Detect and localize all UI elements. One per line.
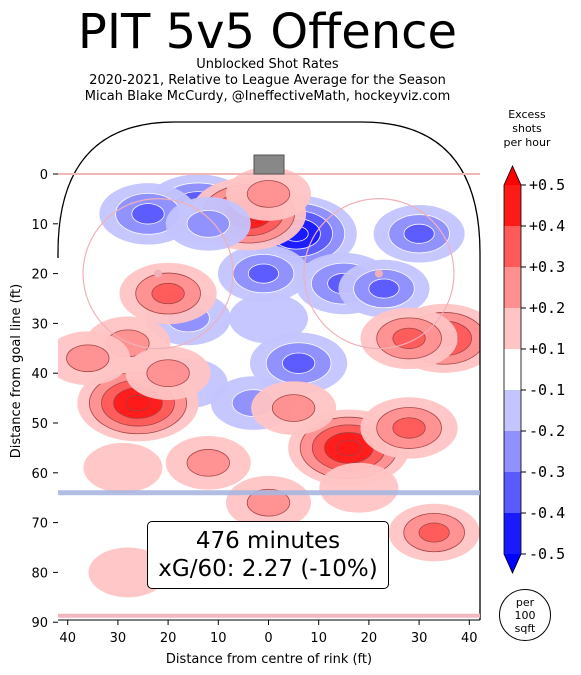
colorbar-segment xyxy=(504,308,521,349)
goal-net xyxy=(253,154,285,175)
chart-title: PIT 5v5 Offence xyxy=(77,4,458,60)
x-tick-label: 30 xyxy=(411,631,428,646)
colorbar-segment xyxy=(504,185,521,226)
blue-line xyxy=(58,490,480,496)
heat-contour xyxy=(83,442,163,493)
chart-subtitle-metric: Unblocked Shot Rates xyxy=(196,57,339,72)
y-tick-label: 40 xyxy=(31,367,48,382)
y-tick-label: 70 xyxy=(31,517,48,532)
unit-badge: per 100 sqft xyxy=(499,589,551,641)
summary-box: 476 minutes xG/60: 2.27 (-10%) xyxy=(147,521,389,589)
colorbar-segment xyxy=(504,226,521,267)
colorbar-tick-label: -0.4 xyxy=(529,504,565,522)
centre-red-line xyxy=(58,613,480,618)
y-tick-label: 60 xyxy=(31,467,48,482)
y-tick-label: 0 xyxy=(40,168,48,183)
heatmap-layer xyxy=(58,167,480,598)
y-tick-label: 10 xyxy=(31,218,48,233)
heat-contour xyxy=(336,439,362,456)
colorbar-title-line: shots xyxy=(512,122,542,135)
heat-contour xyxy=(125,395,151,412)
minutes-label: 476 minutes xyxy=(195,528,341,554)
rink-boards xyxy=(57,121,481,258)
colorbar-tick-label: +0.4 xyxy=(529,217,565,235)
colorbar-tick-label: +0.3 xyxy=(529,258,565,276)
heat-contour xyxy=(319,462,399,513)
colorbar-title: Excess shots per hour xyxy=(495,108,559,150)
y-tick-label: 80 xyxy=(31,566,48,581)
heat-contour xyxy=(66,344,110,373)
y-tick-label: 20 xyxy=(31,268,48,283)
heat-contour xyxy=(418,522,450,543)
heat-contour xyxy=(186,449,230,477)
heat-contour xyxy=(368,278,400,299)
x-tick-label: 10 xyxy=(310,631,327,646)
colorbar-segment xyxy=(504,390,521,431)
faceoff-circle-left xyxy=(82,198,234,350)
chart-subtitle-season: 2020-2021, Relative to League Average fo… xyxy=(89,73,446,88)
xg-label: xG/60: 2.27 (-10%) xyxy=(158,556,378,582)
rink-markings xyxy=(57,121,481,620)
heat-contour xyxy=(131,203,165,225)
colorbar-tick-label: -0.2 xyxy=(529,422,565,440)
x-tick-label: 20 xyxy=(160,631,177,646)
heat-contour xyxy=(151,282,185,305)
colorbar-segment xyxy=(504,349,521,390)
heat-contour xyxy=(271,394,316,422)
heat-contour xyxy=(246,180,291,208)
colorbar-segment xyxy=(504,267,521,308)
colorbar-segment xyxy=(504,431,521,472)
axes: 40 30 20 10 0 10 20 30 40 0 10 20 30 40 50 60 70 80 90 Dist… xyxy=(9,168,480,667)
heat-contour xyxy=(247,263,280,284)
faceoff-circle-right xyxy=(303,198,455,350)
heat-contour xyxy=(392,417,426,439)
heat-contour xyxy=(281,352,316,374)
faceoff-dot-right xyxy=(374,269,383,278)
colorbar-segment xyxy=(504,513,521,554)
y-axis-label: Distance from goal line (ft) xyxy=(9,284,24,458)
colorbar-tick-label: -0.5 xyxy=(529,545,565,563)
x-tick-label: 10 xyxy=(210,631,227,646)
y-tick-label: 30 xyxy=(31,317,48,332)
unit-badge-line: sqft xyxy=(514,621,536,635)
colorbar: +0.5 +0.4 +0.3 +0.2 +0.1 -0.1 -0.2 -0.3 -0.4 -0.5 xyxy=(503,165,565,574)
x-tick-label: 30 xyxy=(110,631,127,646)
faceoff-dot-left xyxy=(154,269,163,278)
heat-contour xyxy=(229,293,308,344)
colorbar-tick-label: -0.1 xyxy=(529,381,565,399)
x-tick-label: 0 xyxy=(264,631,272,646)
x-tick-label: 20 xyxy=(361,631,378,646)
heat-contour xyxy=(246,488,291,517)
colorbar-title-line: per hour xyxy=(503,136,551,149)
colorbar-title-line: Excess xyxy=(508,108,546,121)
x-tick-label: 40 xyxy=(461,631,478,646)
heat-contour xyxy=(392,327,426,349)
heat-contour xyxy=(186,209,230,238)
heat-contour xyxy=(146,359,190,388)
colorbar-segment xyxy=(504,472,521,513)
colorbar-tick-label: +0.5 xyxy=(529,176,565,194)
y-tick-label: 50 xyxy=(31,417,48,432)
heat-contour xyxy=(403,223,435,244)
colorbar-bottom-arrow xyxy=(504,554,521,573)
unit-badge-line: per xyxy=(515,595,535,609)
y-tick-label: 90 xyxy=(31,616,48,631)
unit-badge-line: 100 xyxy=(514,608,536,622)
x-tick-label: 40 xyxy=(59,631,76,646)
colorbar-tick-label: +0.2 xyxy=(529,299,565,317)
chart-subtitle-credit: Micah Blake McCurdy, @IneffectiveMath, h… xyxy=(84,89,451,104)
colorbar-top-arrow xyxy=(504,166,521,185)
colorbar-tick-label: -0.3 xyxy=(529,463,565,481)
x-axis-label: Distance from centre of rink (ft) xyxy=(166,652,372,667)
colorbar-tick-label: +0.1 xyxy=(529,340,565,358)
